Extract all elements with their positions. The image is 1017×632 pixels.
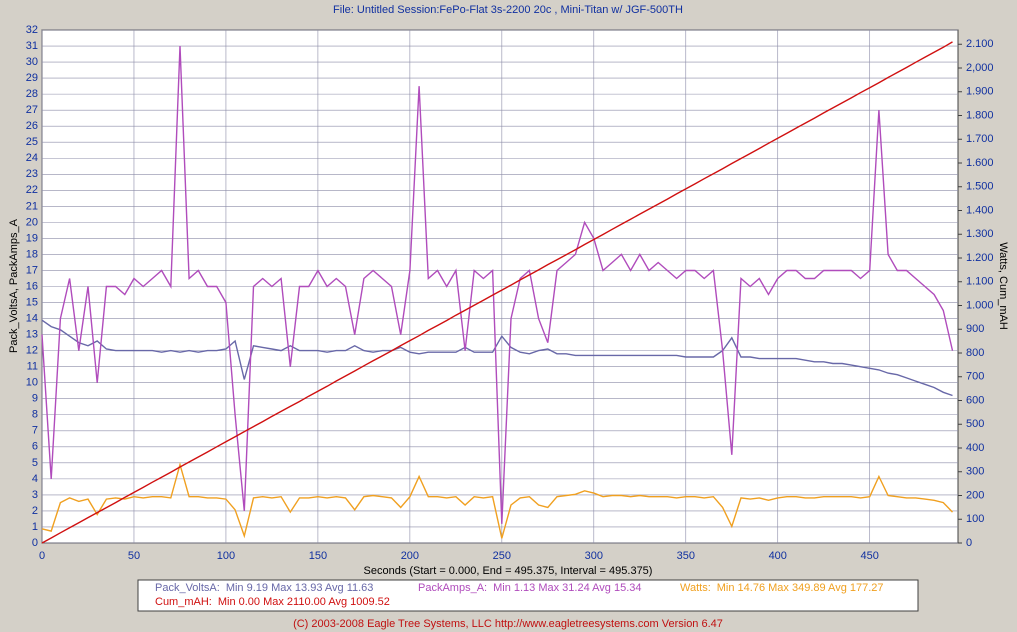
lines [41,41,954,544]
y-tick-label: 12 [26,345,38,357]
grid [41,29,958,544]
x-axis-label: Seconds (Start = 0.000, End = 495.375, I… [364,565,653,577]
x-tick-label: 400 [769,550,787,562]
chart-title: File: Untitled Session:FePo-Flat 3s-2200… [333,4,683,16]
legend-name: Watts: [680,582,711,594]
y2-tick-label: 100 [966,513,984,525]
y2-tick-label: 700 [966,371,984,383]
y-tick-label: 11 [27,361,38,373]
series-line [41,319,953,397]
y-tick-label: 2 [32,505,38,517]
y2-tick-label: 300 [966,466,984,478]
legend-name: Cum_mAH: [155,596,212,608]
y-tick-label: 25 [26,136,38,148]
y-tick-label: 7 [32,425,38,437]
y2-tick-label: 1.600 [966,157,994,169]
y-axis-label: Pack_VoltsA, PackAmps_A [8,218,20,353]
series-line [41,462,954,539]
x-tick-label: 250 [493,550,511,562]
legend-stats: Min 0.00 Max 2110.00 Avg 1009.52 [218,596,390,608]
y-tick-label: 22 [26,184,38,196]
y-tick-label: 10 [26,377,38,389]
legend-name: PackAmps_A: [418,582,487,594]
legend-box [137,579,919,612]
y-tick-label: 31 [26,40,38,52]
y-tick-label: 9 [32,393,38,405]
y2-tick-label: 1.500 [966,181,994,193]
legend-stats: Min 9.19 Max 13.93 Avg 11.63 [226,582,374,594]
x-tick-label: 0 [39,550,45,562]
y2-tick-label: 1.000 [966,299,994,311]
y-tick-label: 16 [26,280,38,292]
x-tick-label: 150 [309,550,327,562]
y-tick-label: 1 [32,521,38,533]
y2-tick-label: 400 [966,442,984,454]
legend-name: Pack_VoltsA: [155,582,220,594]
y2-tick-label: 1.200 [966,252,994,264]
y-tick-label: 4 [32,473,38,485]
x-tick-label: 450 [861,550,879,562]
y-tick-label: 26 [26,120,38,132]
y-tick-label: 29 [26,72,38,84]
footer: (C) 2003-2008 Eagle Tree Systems, LLC ht… [293,618,723,630]
y2-tick-label: 1.800 [966,109,994,121]
y-tick-label: 8 [32,409,38,421]
y-tick-label: 15 [26,296,38,308]
y2-tick-label: 900 [966,323,984,335]
y2-tick-label: 800 [966,347,984,359]
legend-entry: Pack_VoltsA: Min 9.19 Max 13.93 Avg 11.63 [155,582,373,594]
y2-axis-label: Watts, Cum_mAH [997,242,1009,330]
y-tick-label: 32 [26,24,38,36]
series-line [41,41,953,544]
y2-tick-label: 500 [966,418,984,430]
y-tick-label: 28 [26,88,38,100]
y-tick-label: 23 [26,168,38,180]
y2-tick-label: 2.100 [966,38,994,50]
y-tick-label: 5 [32,457,38,469]
legend-entry: PackAmps_A: Min 1.13 Max 31.24 Avg 15.34 [418,582,642,594]
y2-tick-label: 200 [966,489,984,501]
x-tick-label: 100 [217,550,235,562]
series-line [41,45,954,524]
legend-stats: Min 1.13 Max 31.24 Avg 15.34 [493,582,641,594]
y-tick-label: 21 [26,200,38,212]
legend-entry: Watts: Min 14.76 Max 349.89 Avg 177.27 [680,582,884,594]
y-tick-label: 19 [26,232,38,244]
legend-entry: Cum_mAH: Min 0.00 Max 2110.00 Avg 1009.52 [155,596,390,608]
y-tick-label: 6 [32,441,38,453]
x-tick-label: 200 [401,550,419,562]
y-tick-label: 18 [26,248,38,260]
y2-tick-label: 600 [966,394,984,406]
y2-tick-label: 1.400 [966,204,994,216]
y2-tick-label: 1.300 [966,228,994,240]
y2-tick-label: 1.100 [966,276,994,288]
x-tick-label: 350 [677,550,695,562]
y2-tick-label: 1.900 [966,86,994,98]
x-tick-label: 300 [585,550,603,562]
y-tick-label: 30 [26,56,38,68]
y-tick-label: 13 [26,329,38,341]
y2-tick-label: 2,000 [966,62,994,74]
x-tick-label: 50 [128,550,140,562]
y-tick-label: 17 [26,264,38,276]
y2-tick-label: 0 [966,537,972,549]
y-tick-label: 20 [26,216,38,228]
y2-tick-label: 1.700 [966,133,994,145]
legend-stats: Min 14.76 Max 349.89 Avg 177.27 [717,582,884,594]
y-tick-label: 3 [32,489,38,501]
y-tick-label: 24 [26,152,38,164]
y-tick-label: 0 [32,537,38,549]
y-tick-label: 27 [26,104,38,116]
y-tick-label: 14 [26,312,38,324]
